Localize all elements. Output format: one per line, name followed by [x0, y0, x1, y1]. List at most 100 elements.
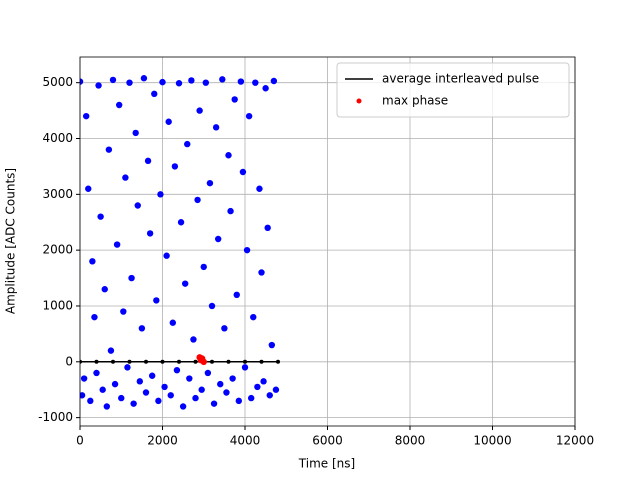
point — [194, 196, 201, 204]
point — [229, 375, 236, 382]
point — [225, 152, 232, 159]
point — [159, 78, 166, 86]
point — [223, 389, 230, 396]
point — [175, 80, 183, 87]
y-tick-label: 3000 — [42, 187, 73, 201]
y-tick-label: 1000 — [42, 298, 73, 312]
point — [153, 297, 160, 304]
point — [109, 76, 117, 84]
legend-label: average interleaved pulse — [382, 72, 539, 86]
point — [111, 380, 119, 388]
point — [155, 397, 162, 405]
line-point — [210, 359, 214, 364]
point — [262, 85, 269, 92]
point — [208, 302, 216, 310]
point — [122, 174, 129, 181]
point — [80, 392, 86, 399]
point — [115, 101, 123, 109]
point — [148, 372, 156, 379]
point — [264, 224, 271, 232]
point — [233, 291, 240, 299]
point — [146, 230, 154, 237]
x-tick-label: 10000 — [473, 434, 511, 448]
legend-label: max phase — [382, 94, 448, 108]
point — [266, 392, 273, 399]
y-tick-label: 0 — [65, 354, 73, 368]
point — [239, 168, 247, 176]
point — [85, 185, 92, 192]
point — [196, 107, 203, 114]
point — [179, 403, 187, 410]
point — [105, 146, 113, 153]
point — [163, 252, 170, 259]
point — [128, 274, 135, 282]
point — [202, 79, 210, 86]
x-tick-label: 2000 — [147, 434, 178, 448]
point — [167, 392, 174, 399]
point — [171, 163, 179, 170]
line-point — [127, 359, 132, 364]
point — [142, 389, 150, 396]
point — [181, 280, 189, 287]
line-point — [177, 359, 181, 364]
line-point — [94, 359, 99, 364]
point — [165, 118, 172, 125]
point — [268, 341, 276, 349]
point — [151, 90, 158, 98]
point — [97, 213, 104, 220]
point — [212, 124, 220, 131]
line-point — [111, 359, 115, 364]
x-tick-label: 6000 — [312, 434, 343, 448]
point — [91, 313, 98, 321]
point — [120, 308, 127, 315]
point — [89, 258, 96, 265]
point — [101, 286, 108, 293]
y-tick-label: -1000 — [38, 410, 73, 424]
plot-area — [80, 75, 280, 410]
point — [206, 179, 214, 187]
plot-frame — [79, 56, 576, 427]
point — [200, 263, 207, 271]
point — [227, 207, 234, 215]
point — [161, 383, 168, 391]
point — [237, 78, 245, 85]
point — [118, 394, 125, 402]
point — [272, 386, 280, 393]
line-point — [144, 359, 148, 364]
point — [80, 78, 84, 85]
point — [173, 366, 181, 374]
point — [231, 96, 238, 103]
x-tick-label: 12000 — [556, 434, 594, 448]
point — [132, 129, 139, 137]
legend-box — [336, 62, 570, 118]
line-point — [276, 359, 280, 364]
point — [95, 82, 102, 89]
point — [270, 77, 278, 85]
point — [198, 386, 205, 393]
point — [192, 394, 199, 402]
y-tick-label: 2000 — [42, 243, 73, 257]
point — [169, 319, 177, 326]
point — [252, 79, 259, 86]
y-tick-label: 4000 — [42, 131, 73, 145]
point — [113, 241, 121, 248]
point — [241, 364, 249, 371]
point — [107, 347, 115, 354]
point — [243, 246, 251, 254]
point — [186, 375, 193, 382]
point — [134, 202, 141, 209]
legend-swatch — [356, 98, 362, 104]
point — [157, 191, 164, 198]
point — [144, 157, 152, 165]
x-axis-label: Time [ns] — [298, 457, 355, 471]
point — [210, 400, 218, 407]
line-point — [259, 359, 264, 364]
point — [254, 383, 261, 391]
point — [177, 219, 185, 226]
line-point — [226, 359, 231, 364]
point — [184, 140, 191, 148]
point — [260, 378, 267, 385]
y-axis-label: Amplitude [ADC Counts] — [4, 168, 18, 314]
line-point — [160, 359, 165, 364]
